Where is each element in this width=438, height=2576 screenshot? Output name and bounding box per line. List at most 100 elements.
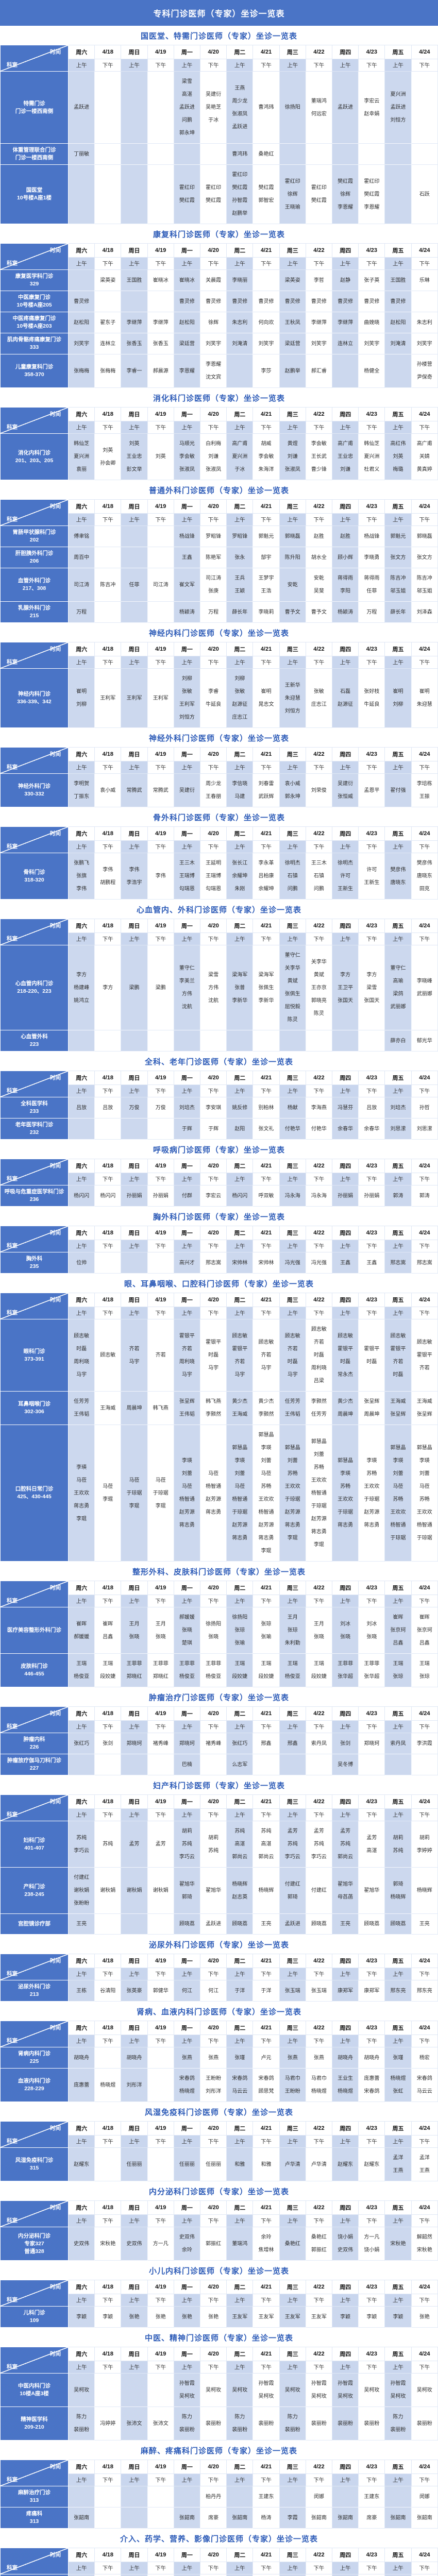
doctor-name: 孙智霞 — [306, 2377, 332, 2390]
corner-dept-label: 科室 — [7, 1175, 18, 1182]
schedule-cell: 李伟 — [147, 853, 174, 900]
am-header-cell: 上午 — [279, 2562, 306, 2574]
doctor-name: 霍银平 — [332, 1343, 358, 1355]
doctor-name: 王新生 — [359, 876, 384, 889]
schedule-cell: 王三木石镇问鹏 — [306, 853, 332, 900]
doctor-name: 樊彦伟 — [412, 857, 437, 870]
schedule-cell: 张沛文 — [147, 2407, 174, 2441]
am-header-cell: 上午 — [279, 761, 306, 774]
doctor-name: 张玉瑞 — [306, 1985, 332, 1997]
schedule-cell: 顾志敏齐若时磊马宇 — [279, 1319, 306, 1392]
doctor-name: 张燕 — [280, 2052, 306, 2064]
doctor-name: 胡晓舟 — [69, 2052, 94, 2064]
corner-time-label: 时间 — [50, 410, 61, 418]
doctor-name: 顾志敏 — [306, 1323, 332, 1336]
section-title: 肾病、血液内科门诊医师（专家）坐诊一览表 — [0, 2002, 438, 2021]
schedule-cell: 赵松阳 — [174, 312, 200, 333]
doctor-name: 苏畅 — [306, 1461, 332, 1474]
doctor-name: 庞惠蕾 — [69, 2079, 94, 2092]
doctor-name: 张佩生 — [253, 981, 279, 994]
schedule-cell: 张韶南 — [306, 2507, 332, 2529]
schedule-cell: 许可王新生 — [359, 853, 385, 900]
doctor-name: 周晨坤 — [359, 1408, 384, 1421]
doctor-name: 李巧云 — [174, 1851, 200, 1863]
pm-header-cell: 下午 — [253, 514, 279, 526]
schedule-cell: 曹灵修 — [227, 291, 253, 312]
day-name-cell: 周二 — [227, 2201, 253, 2215]
doctor-name: 丁丽敏 — [69, 148, 94, 161]
doctor-name: 赵源征 — [227, 698, 252, 711]
am-header-cell: 上午 — [385, 656, 411, 669]
schedule-cell: 李瑛苏畅王欢欢于琼琚赵芳源蒋志勇 — [359, 1425, 385, 1562]
doctor-name: 胡晓舟 — [332, 2052, 358, 2064]
doctor-name: 马顺光 — [174, 437, 200, 450]
doctor-name: 赵耀东 — [332, 2158, 358, 2171]
doctor-name: 夏兴洲 — [385, 88, 411, 101]
schedule-cell — [69, 165, 95, 224]
schedule-cell — [95, 1030, 121, 1052]
doctor-name: 问鹏 — [174, 114, 200, 127]
schedule-cell: 任芳芳王伟韬 — [279, 1392, 306, 1425]
dept-name: 风湿免疫科门诊 — [2, 2157, 67, 2164]
schedule-cell: 张香玉 — [147, 333, 174, 354]
doctor-name: 宋春鸽 — [227, 2072, 252, 2085]
schedule-cell: 石磊赵源征 — [332, 669, 359, 728]
doctor-name: 裴丽粉 — [200, 2417, 226, 2430]
day-date-cell: 4/21 — [253, 45, 279, 59]
day-name-cell: 周四 — [332, 2201, 359, 2215]
day-date-cell: 4/21 — [253, 1159, 279, 1173]
doctor-name: 王菲菲 — [121, 1657, 147, 1670]
doctor-name: 马莅 — [227, 1480, 252, 1493]
day-name-cell: 周三 — [279, 1293, 306, 1307]
schedule-cell — [385, 2574, 411, 2576]
doctor-name: 孟洋 — [385, 2151, 411, 2164]
doctor-name: 郑晓珂 — [359, 1737, 384, 1750]
schedule-cell: 黄少杰李颢然 — [253, 1392, 279, 1425]
doctor-name: 董守仁 — [385, 962, 411, 975]
schedule-cell: 曹予文 — [279, 602, 306, 623]
dept-name: 康复医学科门诊 — [2, 273, 67, 280]
pm-header-cell: 下午 — [95, 1968, 121, 1980]
schedule-cell: 王瑞杨俊亚 — [279, 1654, 306, 1687]
schedule-cell: 于辉 — [200, 1118, 227, 1140]
doctor-name: 张香玉 — [121, 337, 147, 350]
day-name-cell: 周六 — [69, 500, 95, 514]
doctor-name: 张韶南 — [174, 2512, 200, 2524]
day-name-cell: 周三 — [279, 2460, 306, 2474]
pm-header-cell: 下午 — [147, 2474, 174, 2486]
doctor-name: 曹灵修 — [69, 295, 94, 308]
doctor-name: 杨晓辉 — [227, 1878, 252, 1891]
doctor-name: 王瑞 — [280, 1657, 306, 1670]
am-header-cell: 上午 — [69, 933, 95, 945]
doctor-name: 郭慧晶 — [412, 1442, 437, 1454]
doctor-name: 赵松阳 — [385, 316, 411, 329]
day-name-cell: 周一 — [174, 2201, 200, 2215]
doctor-name: 马云云 — [412, 2085, 437, 2098]
day-name-cell: 周一 — [174, 642, 200, 656]
pm-header-cell: 下午 — [306, 514, 332, 526]
pm-header-cell: 下午 — [253, 2474, 279, 2486]
doctor-name: 沈文宾 — [200, 371, 226, 384]
am-header-cell: 上午 — [385, 761, 411, 774]
day-date-cell: 4/18 — [95, 2460, 121, 2474]
schedule-cell — [95, 1754, 121, 1775]
doctor-name: 王燕 — [412, 2164, 437, 2177]
section-title: 泌尿外科门诊医师（专家）坐诊一览表 — [0, 1935, 438, 1954]
day-date-cell: 4/19 — [147, 2548, 174, 2562]
section-title: 普通外科门诊医师（专家）坐诊一览表 — [0, 480, 438, 499]
schedule-cell: 孙丽娟 — [332, 1185, 359, 1207]
am-header-cell: 上午 — [174, 2215, 200, 2227]
doctor-name: 王欢欢 — [280, 1480, 306, 1493]
day-date-cell: 4/22 — [306, 500, 332, 514]
schedule-cell — [279, 1754, 306, 1775]
day-date-cell: 4/20 — [200, 2201, 227, 2215]
day-name-cell: 周三 — [279, 244, 306, 258]
pm-header-cell: 下午 — [411, 258, 437, 270]
schedule-cell: 赵耀东 — [359, 2148, 385, 2181]
section-title: 心血管内、外科门诊医师（专家）坐诊一览表 — [0, 900, 438, 919]
schedule-cell: 司江涛张庚 — [200, 568, 227, 602]
